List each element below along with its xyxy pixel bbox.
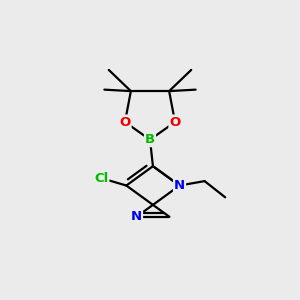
Text: N: N <box>174 179 185 192</box>
Text: Cl: Cl <box>94 172 108 185</box>
Text: O: O <box>119 116 130 128</box>
Text: N: N <box>131 210 142 223</box>
Text: O: O <box>169 116 181 128</box>
Text: B: B <box>145 133 155 146</box>
